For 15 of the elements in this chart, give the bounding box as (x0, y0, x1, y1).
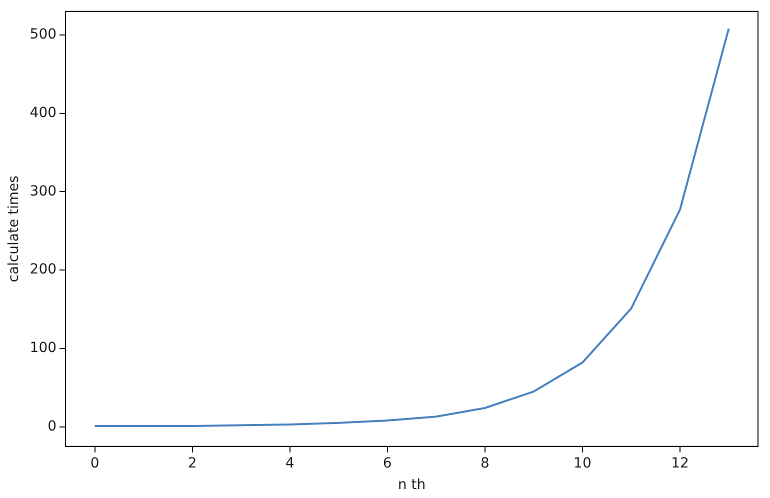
x-axis-title: n th (398, 477, 426, 494)
y-tick-label: 200 (30, 262, 57, 278)
x-tick-label: 0 (90, 455, 100, 472)
y-tick-label: 300 (30, 183, 57, 200)
y-tick-label: 100 (30, 340, 57, 356)
x-tick-label: 10 (574, 455, 592, 472)
x-tick-label: 2 (188, 455, 197, 472)
y-tick-label: 0 (48, 418, 57, 434)
x-tick-label: 8 (480, 455, 490, 472)
y-tick-label: 500 (30, 26, 57, 43)
x-tick-label: 4 (285, 455, 294, 472)
x-tick-label: 6 (382, 455, 392, 472)
y-axis-title: calculate times (6, 176, 22, 282)
y-tick-label: 400 (30, 104, 57, 121)
x-tick-label: 12 (671, 455, 689, 472)
